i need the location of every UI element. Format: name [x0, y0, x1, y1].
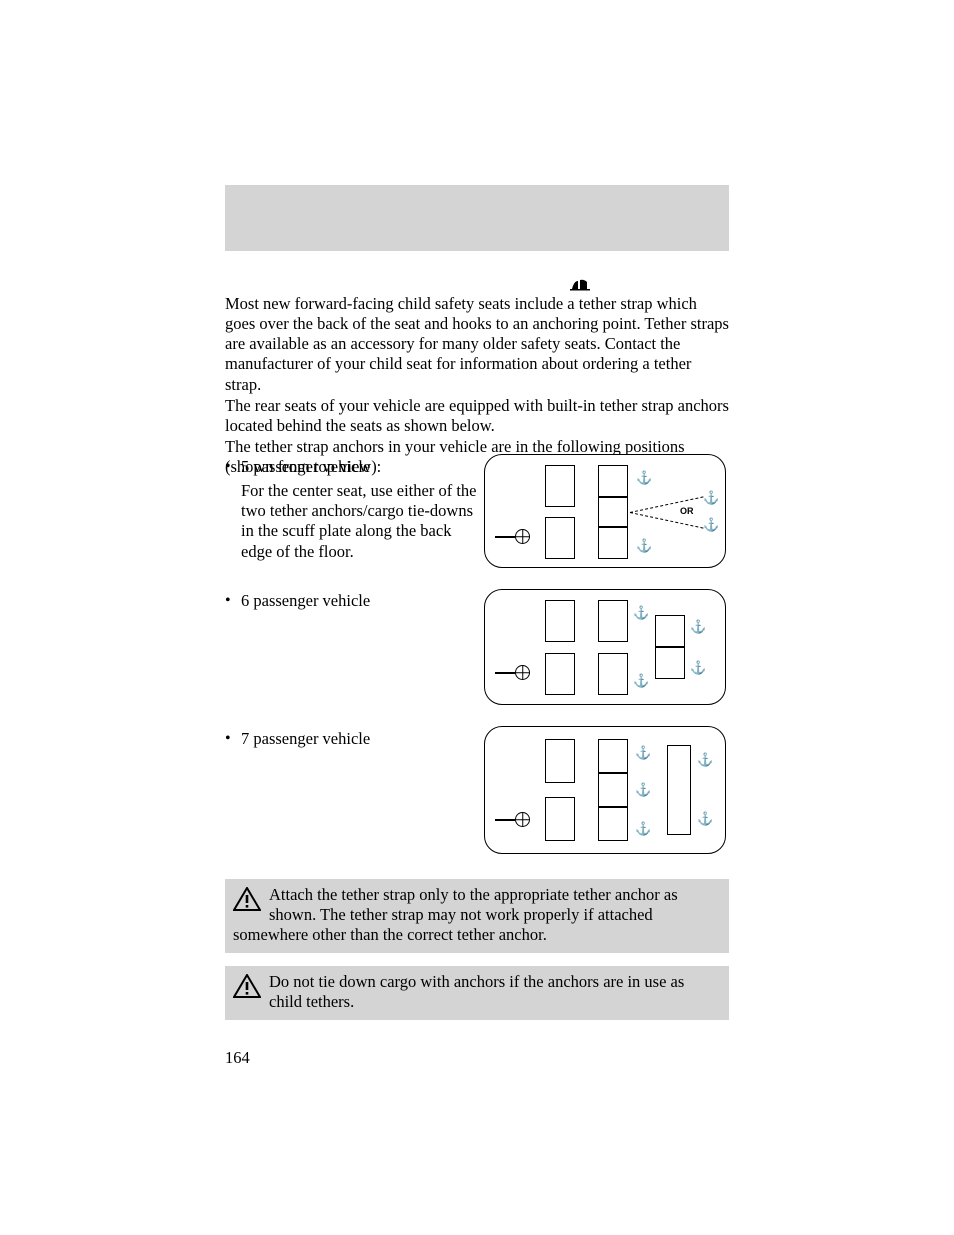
anchor-icon: ⚓: [703, 517, 719, 533]
anchor-icon: ⚓: [633, 673, 649, 689]
seat-rect: [545, 797, 575, 841]
page-container: Most new forward-facing child safety sea…: [0, 0, 954, 240]
steering-line: [495, 536, 515, 538]
seat-rect: [655, 615, 685, 647]
steering-wheel-icon: [515, 812, 530, 827]
steering-line: [495, 672, 515, 674]
diagram-6-passenger: ⚓ ⚓ ⚓ ⚓: [484, 589, 726, 705]
seat-rect: [545, 739, 575, 783]
warning-icon: [233, 974, 261, 998]
warning-icon: [233, 887, 261, 911]
seat-rect: [598, 497, 628, 527]
diagram-5-passenger: ⚓ ⚓ ⚓ ⚓ OR: [484, 454, 726, 568]
seat-rect: [598, 653, 628, 695]
header-band: [225, 185, 729, 251]
bullet-marker: •: [225, 457, 235, 476]
seat-rect: [598, 600, 628, 642]
steering-line: [495, 819, 515, 821]
anchor-icon: ⚓: [636, 538, 652, 554]
anchor-icon: ⚓: [690, 660, 706, 676]
seat-rect: [598, 465, 628, 497]
intro-p1: Most new forward-facing child safety sea…: [225, 294, 729, 395]
intro-p2: The rear seats of your vehicle are equip…: [225, 396, 729, 436]
seat-rect: [598, 773, 628, 807]
bullet-1-sub: For the center seat, use either of the t…: [241, 481, 481, 562]
warning-1-text: Attach the tether strap only to the appr…: [233, 885, 678, 944]
seat-rect: [545, 465, 575, 507]
anchor-icon: ⚓: [633, 605, 649, 621]
anchor-icon: ⚓: [703, 490, 719, 506]
bullet-marker: •: [225, 591, 235, 610]
steering-wheel-icon: [515, 529, 530, 544]
anchor-icon: ⚓: [697, 752, 713, 768]
anchor-icon: ⚓: [636, 470, 652, 486]
seat-rect: [655, 647, 685, 679]
anchor-icon: ⚓: [635, 745, 651, 761]
diagram-7-passenger: ⚓ ⚓ ⚓ ⚓ ⚓: [484, 726, 726, 854]
or-label: OR: [680, 506, 694, 516]
seat-rect: [598, 807, 628, 841]
warning-2-text: Do not tie down cargo with anchors if th…: [269, 972, 684, 1011]
seat-rect: [667, 745, 691, 835]
anchor-icon: ⚓: [635, 821, 651, 837]
anchor-icon: ⚓: [690, 619, 706, 635]
page-number: 164: [225, 1048, 250, 1068]
seat-rect: [598, 739, 628, 773]
intro-text: Most new forward-facing child safety sea…: [225, 294, 729, 478]
warning-box-2: Do not tie down cargo with anchors if th…: [225, 966, 729, 1020]
warning-box-1: Attach the tether strap only to the appr…: [225, 879, 729, 953]
seat-rect: [598, 527, 628, 559]
seat-rect: [545, 653, 575, 695]
steering-wheel-icon: [515, 665, 530, 680]
anchor-icon: ⚓: [697, 811, 713, 827]
seat-rect: [545, 600, 575, 642]
anchor-icon: ⚓: [635, 782, 651, 798]
bullet-marker: •: [225, 729, 235, 748]
seat-rect: [545, 517, 575, 559]
